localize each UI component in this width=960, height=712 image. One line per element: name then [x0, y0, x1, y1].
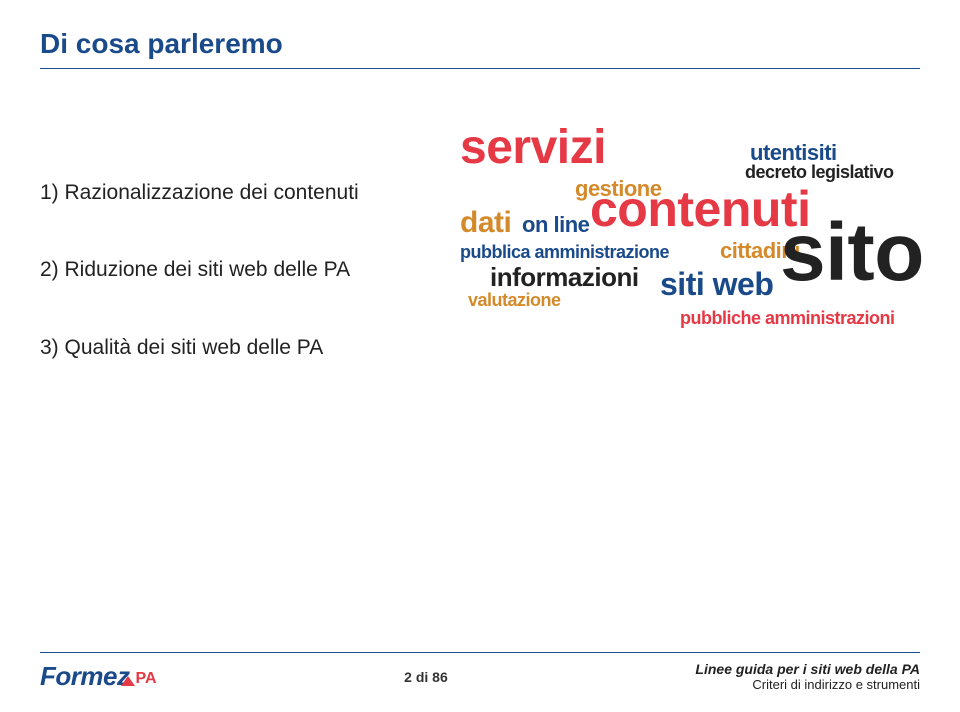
- wordcloud-word: siti web: [660, 266, 773, 303]
- footer-divider: [40, 652, 920, 653]
- title-underline: [40, 68, 920, 69]
- wordcloud-word: servizi: [460, 120, 606, 175]
- wordcloud-word: pubbliche amministrazioni: [680, 308, 895, 329]
- triangle-icon: [121, 676, 135, 686]
- wordcloud-word: contenuti: [590, 180, 810, 238]
- footer-row: Formez PA 2 di 86 Linee guida per i siti…: [40, 661, 920, 692]
- wordcloud-word: sito: [780, 206, 924, 300]
- bullet-item: 3) Qualità dei siti web delle PA: [40, 334, 460, 361]
- logo-text-main: Formez: [40, 661, 129, 692]
- wordcloud-word: on line: [522, 212, 589, 238]
- wordcloud-word: pubblica amministrazione: [460, 242, 669, 263]
- bullet-item: 1) Razionalizzazione dei contenuti: [40, 179, 460, 206]
- word-cloud: serviziutentisitidecreto legislativogest…: [460, 120, 930, 380]
- wordcloud-word: valutazione: [468, 290, 561, 311]
- page-title: Di cosa parleremo: [40, 28, 920, 60]
- wordcloud-word: dati: [460, 206, 511, 240]
- logo-suffix-wrap: PA: [135, 670, 156, 688]
- wordcloud-word: informazioni: [490, 262, 639, 293]
- bullet-item: 2) Riduzione dei siti web delle PA: [40, 256, 460, 283]
- logo-text-suffix: PA: [135, 670, 156, 687]
- footer-subtitle: Criteri di indirizzo e strumenti: [695, 677, 920, 692]
- footer: Formez PA 2 di 86 Linee guida per i siti…: [40, 652, 920, 692]
- footer-right: Linee guida per i siti web della PA Crit…: [695, 661, 920, 692]
- logo: Formez PA: [40, 661, 157, 692]
- bullet-list: 1) Razionalizzazione dei contenuti 2) Ri…: [40, 159, 460, 411]
- page-number: 2 di 86: [404, 669, 448, 685]
- footer-title: Linee guida per i siti web della PA: [695, 661, 920, 677]
- slide: Di cosa parleremo 1) Razionalizzazione d…: [0, 0, 960, 712]
